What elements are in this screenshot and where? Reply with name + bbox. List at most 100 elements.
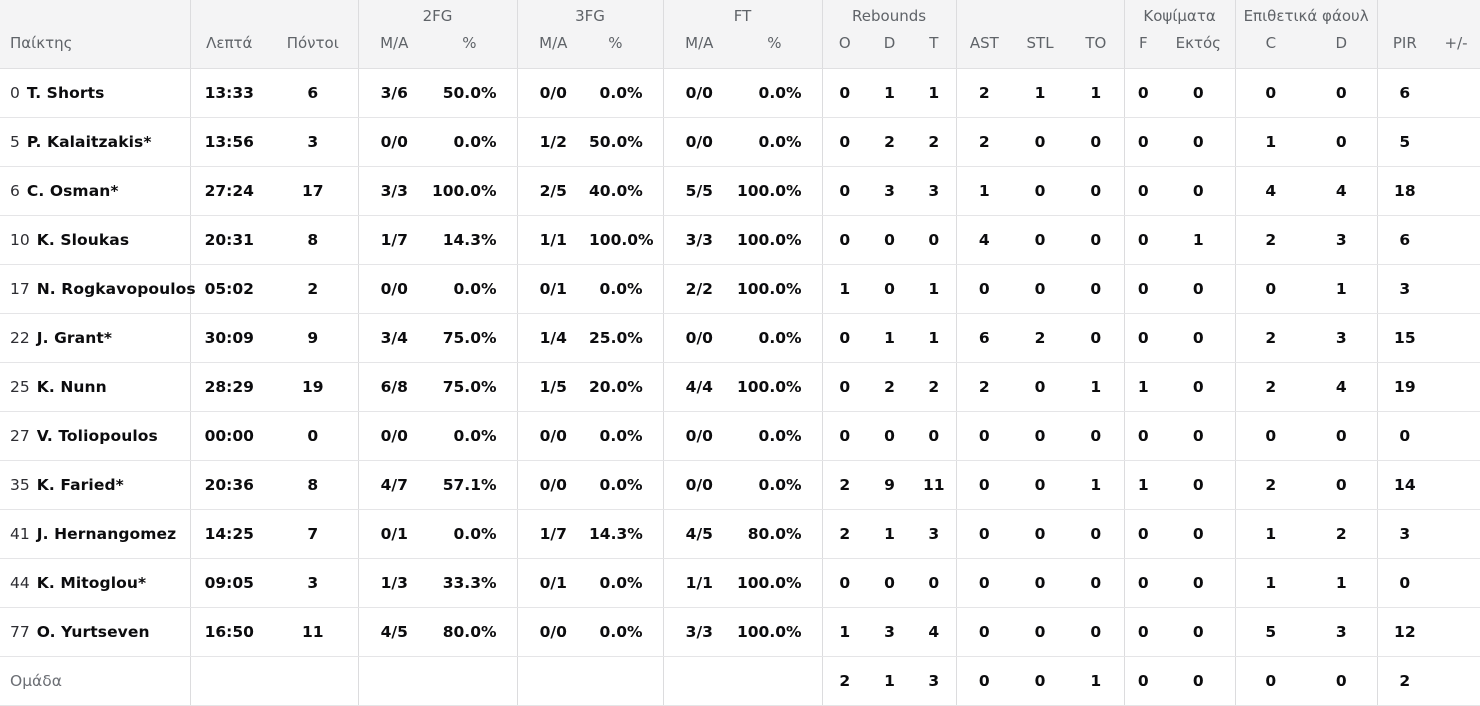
group-header-blocks: Κοψίματα [1124,0,1236,26]
cell-ektos: 0 [1162,558,1236,608]
cell-t: 3 [912,656,957,706]
cell-pir: 6 [1377,68,1433,118]
cell-fg2pct: 0.0% [430,117,518,167]
cell-ftma: 1/1 [663,558,736,608]
cell-ektos: 0 [1162,460,1236,510]
cell-c: 2 [1235,313,1307,363]
cell-ftpct: 100.0% [735,166,823,216]
cell-ast: 2 [956,68,1013,118]
player-row: 35 K. Faried* 20:36 8 4/7 57.1% 0/0 0.0% 0/0 0.0%… [0,460,1480,510]
cell-pir: 2 [1377,656,1433,706]
cell-pts: 8 [268,215,359,265]
cell-pts: 7 [268,509,359,559]
cell-to: 1 [1068,362,1125,412]
cell-stl: 0 [1012,264,1069,314]
cell-fg2pct: 75.0% [430,362,518,412]
cell-d: 1 [867,313,913,363]
group-header-spacer-player [0,0,191,26]
jersey-number: 25 [10,377,30,396]
cell-pts: 6 [268,68,359,118]
col-header-block-against: Εκτός [1162,26,1236,69]
cell-fg3pct: 0.0% [589,411,664,461]
cell-fg3ma: 0/0 [517,411,590,461]
jersey-number: 41 [10,524,30,543]
cell-d2: 1 [1306,558,1378,608]
col-header-stl: STL [1012,26,1069,69]
cell-min: 00:00 [190,411,268,461]
group-header-row: 2FG 3FG FT Rebounds Κοψίματα Επιθετικά φ… [0,0,1480,26]
cell-to: 0 [1068,215,1125,265]
cell-pm [1432,166,1480,216]
cell-stl: 0 [1012,411,1069,461]
col-header-2fg-ma: M/A [358,26,430,69]
cell-ast: 0 [956,264,1013,314]
table-header: 2FG 3FG FT Rebounds Κοψίματα Επιθετικά φ… [0,0,1480,69]
cell-min: 30:09 [190,313,268,363]
cell-c: 2 [1235,215,1307,265]
cell-min [190,656,268,706]
col-header-points: Πόντοι [268,26,359,69]
cell-ftma: 3/3 [663,215,736,265]
cell-d: 1 [867,656,913,706]
cell-f: 0 [1124,264,1163,314]
cell-fg2ma: 0/0 [358,117,430,167]
cell-t: 1 [912,68,957,118]
cell-fg2ma: 0/0 [358,264,430,314]
player-name: P. Kalaitzakis* [26,132,152,151]
cell-ast: 2 [956,117,1013,167]
cell-ektos: 0 [1162,656,1236,706]
cell-c: 0 [1235,68,1307,118]
cell-ektos: 0 [1162,166,1236,216]
cell-fg3pct: 0.0% [589,558,664,608]
team-row: Ομάδα 2 1 3 0 0 1 0 0 0 0 2 [0,656,1480,706]
player-name: N. Rogkavopoulos [36,279,196,298]
cell-fg3ma: 1/4 [517,313,590,363]
cell-f: 0 [1124,68,1163,118]
cell-fg2ma: 6/8 [358,362,430,412]
cell-c: 0 [1235,656,1307,706]
cell-o: 2 [822,656,868,706]
cell-to: 0 [1068,558,1125,608]
cell-player: 27 V. Toliopoulos [0,411,191,461]
cell-fg2pct: 57.1% [430,460,518,510]
cell-o: 2 [822,509,868,559]
cell-f: 0 [1124,607,1163,657]
column-header-row: Παίκτης Λεπτά Πόντοι M/A % M/A % M/A % O… [0,26,1480,69]
cell-ftma: 4/4 [663,362,736,412]
cell-c: 1 [1235,558,1307,608]
cell-player: 25 K. Nunn [0,362,191,412]
col-header-ft-ma: M/A [663,26,736,69]
cell-ast: 0 [956,411,1013,461]
cell-ftpct: 100.0% [735,362,823,412]
cell-ftpct: 0.0% [735,313,823,363]
team-label: Ομάδα [10,671,62,690]
cell-ftma: 0/0 [663,68,736,118]
cell-min: 14:25 [190,509,268,559]
cell-pts: 2 [268,264,359,314]
cell-fg2pct: 100.0% [430,166,518,216]
player-name: J. Hernangomez [36,524,177,543]
cell-fg3ma: 0/1 [517,558,590,608]
cell-fg3pct: 25.0% [589,313,664,363]
jersey-number: 35 [10,475,30,494]
cell-ast: 0 [956,558,1013,608]
cell-ftma: 5/5 [663,166,736,216]
cell-t: 2 [912,117,957,167]
group-header-spacer-ast-stl-to [956,0,1125,26]
cell-ftpct: 0.0% [735,68,823,118]
cell-fg2pct: 33.3% [430,558,518,608]
col-header-player: Παίκτης [0,26,191,69]
cell-ektos: 0 [1162,607,1236,657]
player-name: T. Shorts [26,83,105,102]
cell-c: 0 [1235,411,1307,461]
cell-d: 0 [867,215,913,265]
player-name: K. Faried* [36,475,124,494]
cell-o: 0 [822,362,868,412]
cell-stl: 0 [1012,166,1069,216]
cell-ektos: 0 [1162,509,1236,559]
cell-to: 0 [1068,607,1125,657]
cell-ftpct: 0.0% [735,117,823,167]
cell-o: 0 [822,68,868,118]
cell-d: 0 [867,411,913,461]
cell-ftma: 0/0 [663,313,736,363]
